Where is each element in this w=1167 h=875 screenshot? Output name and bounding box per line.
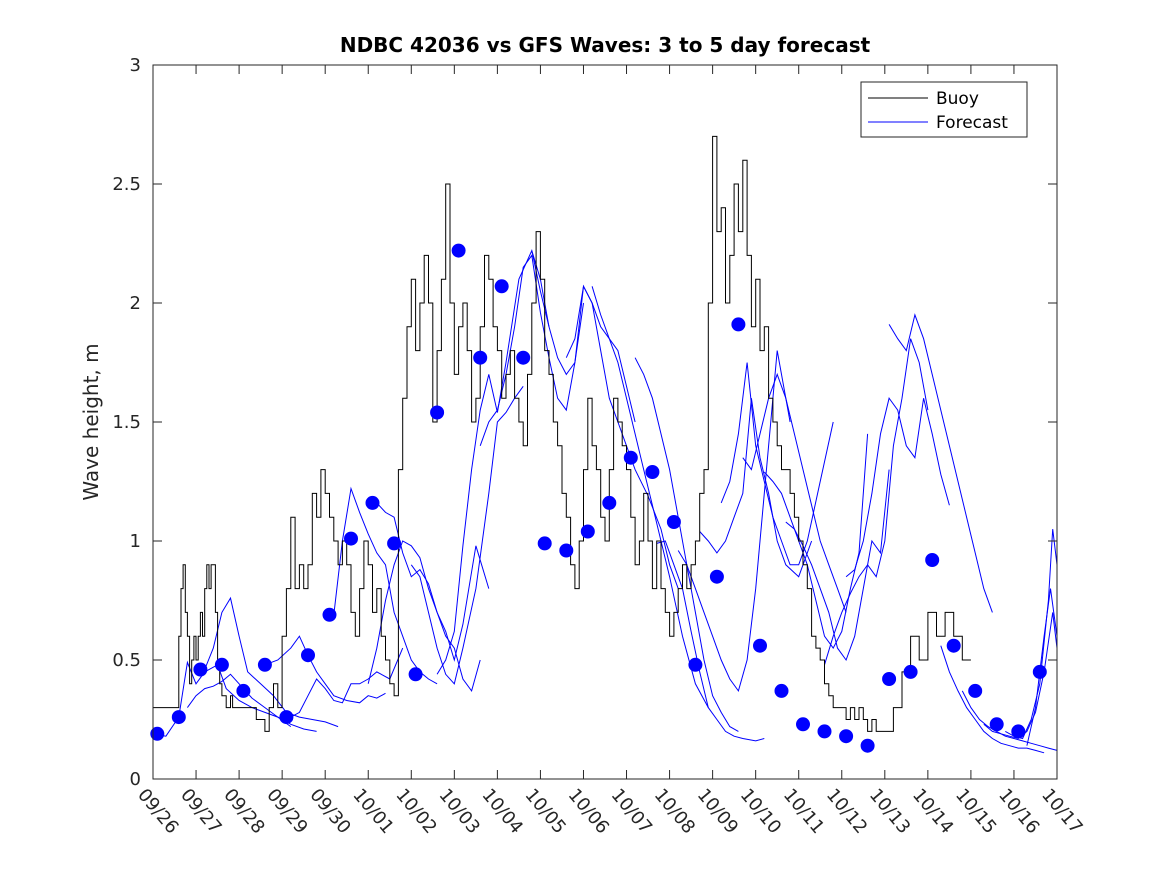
legend-label-buoy: Buoy [936, 89, 979, 109]
forecast-marker [817, 724, 832, 739]
forecast-marker [709, 569, 724, 584]
forecast-marker [753, 638, 767, 653]
forecast-line [479, 254, 584, 446]
forecast-marker [408, 667, 423, 682]
forecast-line [763, 433, 869, 650]
forecast-marker [666, 515, 681, 529]
forecast-marker [171, 710, 186, 725]
forecast-line [186, 673, 317, 732]
forecast-marker [796, 717, 810, 732]
forecast-marker [602, 495, 617, 510]
forecast-marker [731, 317, 746, 332]
forecast-line [699, 398, 813, 578]
marker-layer [150, 243, 1047, 753]
forecast-line [656, 540, 765, 742]
forecast-marker [430, 405, 445, 420]
forecast-marker [580, 524, 595, 539]
y-tick-label: 1 [130, 531, 141, 552]
forecast-marker [645, 465, 660, 479]
forecast-line [290, 647, 404, 718]
y-axis-label: Wave height, m [79, 343, 103, 500]
forecast-marker [516, 350, 531, 365]
forecast-marker [925, 553, 940, 567]
legend-label-forecast: Forecast [936, 113, 1008, 133]
buoy-line [153, 135, 971, 732]
forecast-line [367, 540, 490, 684]
y-axis: 0 0.5 1 1.5 2 2.5 3 [112, 55, 1057, 790]
forecast-marker [688, 657, 703, 672]
forecast-marker [344, 531, 358, 546]
legend-box [860, 81, 1028, 138]
forecast-line [888, 313, 993, 613]
forecast-marker [774, 683, 789, 698]
forecast-marker [860, 738, 875, 753]
forecast-marker [968, 683, 983, 698]
forecast-marker [214, 657, 229, 672]
forecast-marker [451, 243, 466, 258]
forecast-line [742, 372, 847, 613]
forecast-line [410, 386, 524, 685]
forecast-marker [322, 607, 337, 622]
forecast-marker [839, 729, 854, 744]
plot-area [153, 65, 1057, 779]
forecast-marker [623, 450, 638, 465]
forecast-line [824, 338, 929, 665]
forecast-marker [946, 638, 961, 653]
forecast-marker [193, 662, 208, 677]
forecast-marker [279, 710, 294, 725]
forecast-marker [387, 536, 402, 551]
chart-title: NDBC 42036 vs GFS Waves: 3 to 5 day fore… [340, 33, 871, 57]
forecast-line [677, 350, 791, 693]
y-tick-label: 0 [130, 769, 141, 790]
forecast-marker [236, 683, 251, 698]
y-tick-label: 2 [130, 293, 141, 314]
forecast-line [961, 690, 1058, 751]
forecast-marker [903, 664, 918, 679]
forecast-line [376, 502, 481, 693]
forecast-marker [559, 543, 574, 558]
forecast-marker [473, 350, 488, 365]
forecast-line [591, 286, 709, 708]
forecast-marker [882, 672, 897, 686]
forecast-marker [494, 279, 509, 294]
y-tick-label: 1.5 [112, 412, 141, 433]
forecast-line [845, 397, 950, 578]
forecast-line [940, 645, 1045, 754]
forecast-marker [301, 648, 315, 663]
forecast-line [720, 362, 834, 566]
forecast-marker [365, 495, 380, 510]
forecast-line [1026, 588, 1058, 746]
forecast-marker [537, 536, 552, 551]
forecast-marker [1011, 724, 1026, 739]
y-tick-label: 2.5 [112, 174, 141, 195]
forecast-marker [1032, 664, 1047, 679]
forecast-line [204, 596, 339, 728]
forecast-marker [257, 657, 272, 672]
y-tick-label: 0.5 [112, 650, 141, 671]
legend: Buoy Forecast [860, 81, 1028, 138]
forecast-marker [150, 726, 165, 741]
forecast-marker [989, 717, 1004, 732]
y-tick-label: 3 [130, 55, 141, 76]
forecast-line [264, 635, 386, 704]
series-layer [152, 135, 1058, 754]
